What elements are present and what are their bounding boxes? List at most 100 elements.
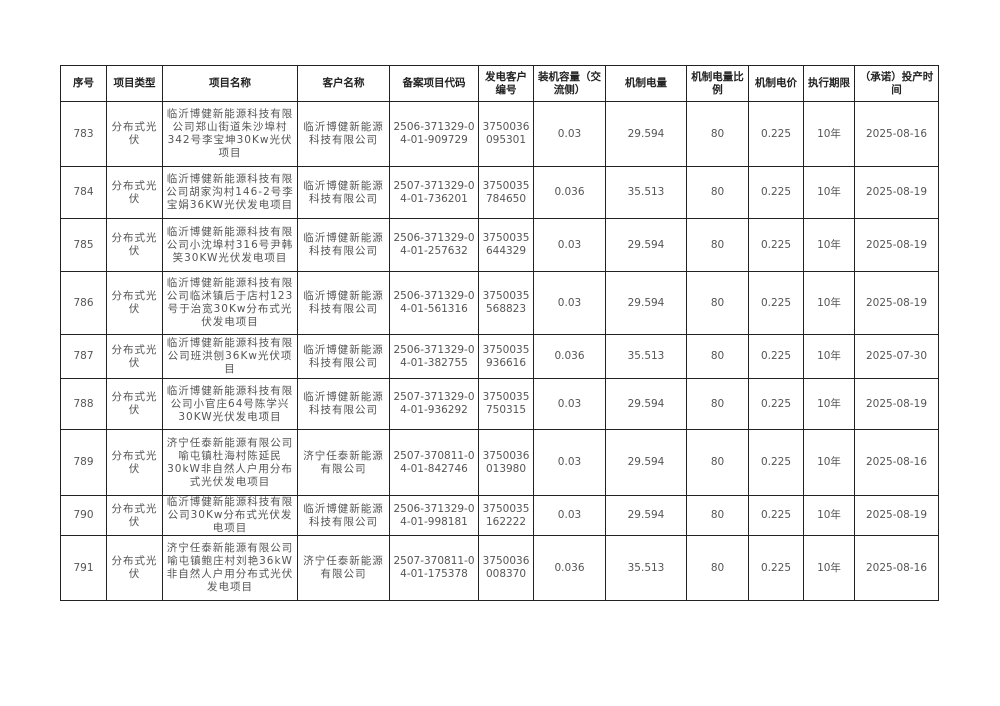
cell-type: 分布式光伏	[106, 271, 163, 335]
table-row: 787 分布式光伏 临沂博健新能源科技有限公司班洪刨36Kw光伏项目 临沂博健新能源科…	[60, 334, 939, 379]
cell-project-name: 临沂博健新能源科技有限公司临沭镇后于店村123号于治宽30Kw分布式光伏发电项目	[162, 271, 298, 335]
cell-capacity: 0.036	[533, 166, 606, 219]
cell-mech-energy: 35.513	[605, 535, 687, 601]
cell-filing-code: 2506-371329-04-01-998181	[389, 495, 479, 536]
cell-operation-date: 2025-07-30	[854, 334, 939, 379]
cell-mech-ratio: 80	[686, 495, 749, 536]
cell-customer-id: 3750036008370	[478, 535, 534, 601]
cell-customer-name: 临沂博健新能源科技有限公司	[297, 101, 390, 167]
cell-capacity: 0.036	[533, 535, 606, 601]
cell-term: 10年	[803, 101, 855, 167]
cell-seq: 783	[60, 101, 107, 167]
header-operation-date: （承诺）投产时间	[854, 65, 939, 102]
cell-type: 分布式光伏	[106, 429, 163, 496]
cell-filing-code: 2507-370811-04-01-175378	[389, 535, 479, 601]
cell-term: 10年	[803, 495, 855, 536]
cell-seq: 784	[60, 166, 107, 219]
cell-operation-date: 2025-08-19	[854, 495, 939, 536]
header-filing-code: 备案项目代码	[389, 65, 479, 102]
cell-capacity: 0.03	[533, 101, 606, 167]
cell-mech-energy: 29.594	[605, 429, 687, 496]
cell-mech-price: 0.225	[748, 271, 804, 335]
header-project-name: 项目名称	[162, 65, 298, 102]
cell-term: 10年	[803, 378, 855, 430]
cell-capacity: 0.03	[533, 495, 606, 536]
cell-mech-energy: 35.513	[605, 334, 687, 379]
cell-mech-price: 0.225	[748, 218, 804, 272]
cell-seq: 790	[60, 495, 107, 536]
cell-project-name: 济宁任泰新能源有限公司喻屯镇鲍庄村刘艳36kW非自然人户用分布式光伏发电项目	[162, 535, 298, 601]
cell-customer-name: 临沂博健新能源科技有限公司	[297, 378, 390, 430]
cell-mech-price: 0.225	[748, 334, 804, 379]
header-mech-ratio: 机制电量比例	[686, 65, 749, 102]
table-row: 785 分布式光伏 临沂博健新能源科技有限公司小沈埠村316号尹韩笑30KW光伏发电…	[60, 218, 939, 272]
cell-operation-date: 2025-08-16	[854, 429, 939, 496]
cell-mech-ratio: 80	[686, 535, 749, 601]
cell-project-name: 济宁任泰新能源有限公司喻屯镇杜海村陈延民30kW非自然人户用分布式光伏发电项目	[162, 429, 298, 496]
cell-mech-ratio: 80	[686, 334, 749, 379]
cell-customer-id: 3750035750315	[478, 378, 534, 430]
cell-project-name: 临沂博健新能源科技有限公司小沈埠村316号尹韩笑30KW光伏发电项目	[162, 218, 298, 272]
cell-mech-price: 0.225	[748, 166, 804, 219]
cell-mech-ratio: 80	[686, 271, 749, 335]
cell-customer-name: 临沂博健新能源科技有限公司	[297, 166, 390, 219]
cell-type: 分布式光伏	[106, 495, 163, 536]
header-mech-energy: 机制电量	[605, 65, 687, 102]
table-row: 791 分布式光伏 济宁任泰新能源有限公司喻屯镇鲍庄村刘艳36kW非自然人户用分布式…	[60, 535, 939, 601]
cell-mech-price: 0.225	[748, 535, 804, 601]
cell-mech-ratio: 80	[686, 101, 749, 167]
cell-term: 10年	[803, 334, 855, 379]
cell-project-name: 临沂博健新能源科技有限公司郑山街道朱沙埠村342号李宝坤30Kw光伏项目	[162, 101, 298, 167]
cell-type: 分布式光伏	[106, 334, 163, 379]
cell-mech-ratio: 80	[686, 166, 749, 219]
cell-operation-date: 2025-08-16	[854, 535, 939, 601]
cell-customer-id: 3750035784650	[478, 166, 534, 219]
cell-operation-date: 2025-08-19	[854, 271, 939, 335]
cell-filing-code: 2506-371329-04-01-257632	[389, 218, 479, 272]
header-capacity: 装机容量（交流侧）	[533, 65, 606, 102]
cell-mech-energy: 29.594	[605, 218, 687, 272]
cell-type: 分布式光伏	[106, 166, 163, 219]
cell-seq: 791	[60, 535, 107, 601]
cell-customer-id: 3750035936616	[478, 334, 534, 379]
cell-type: 分布式光伏	[106, 378, 163, 430]
cell-seq: 787	[60, 334, 107, 379]
cell-project-name: 临沂博健新能源科技有限公司班洪刨36Kw光伏项目	[162, 334, 298, 379]
cell-mech-energy: 29.594	[605, 101, 687, 167]
header-seq: 序号	[60, 65, 107, 102]
cell-mech-energy: 29.594	[605, 495, 687, 536]
cell-customer-id: 3750036095301	[478, 101, 534, 167]
cell-mech-ratio: 80	[686, 429, 749, 496]
table-row: 789 分布式光伏 济宁任泰新能源有限公司喻屯镇杜海村陈延民30kW非自然人户用分布…	[60, 429, 939, 496]
cell-customer-name: 临沂博健新能源科技有限公司	[297, 218, 390, 272]
cell-type: 分布式光伏	[106, 101, 163, 167]
cell-operation-date: 2025-08-19	[854, 166, 939, 219]
cell-mech-energy: 29.594	[605, 378, 687, 430]
cell-filing-code: 2507-370811-04-01-842746	[389, 429, 479, 496]
cell-term: 10年	[803, 218, 855, 272]
cell-seq: 786	[60, 271, 107, 335]
cell-mech-ratio: 80	[686, 218, 749, 272]
cell-customer-name: 临沂博健新能源科技有限公司	[297, 271, 390, 335]
cell-type: 分布式光伏	[106, 535, 163, 601]
cell-filing-code: 2506-371329-04-01-561316	[389, 271, 479, 335]
table-row: 790 分布式光伏 临沂博健新能源科技有限公司30Kw分布式光伏发电项目 临沂博健新能…	[60, 495, 939, 536]
cell-capacity: 0.03	[533, 378, 606, 430]
cell-capacity: 0.03	[533, 218, 606, 272]
cell-customer-id: 3750035162222	[478, 495, 534, 536]
header-customer-name: 客户名称	[297, 65, 390, 102]
cell-filing-code: 2507-371329-04-01-736201	[389, 166, 479, 219]
cell-term: 10年	[803, 271, 855, 335]
cell-mech-price: 0.225	[748, 429, 804, 496]
project-table: 序号 项目类型 项目名称 客户名称 备案项目代码 发电客户编号 装机容量（交流侧） 机制电量机…	[60, 65, 939, 601]
cell-mech-ratio: 80	[686, 378, 749, 430]
cell-seq: 785	[60, 218, 107, 272]
cell-filing-code: 2506-371329-04-01-382755	[389, 334, 479, 379]
cell-customer-id: 3750036013980	[478, 429, 534, 496]
cell-seq: 788	[60, 378, 107, 430]
cell-filing-code: 2506-371329-04-01-909729	[389, 101, 479, 167]
cell-operation-date: 2025-08-19	[854, 378, 939, 430]
cell-seq: 789	[60, 429, 107, 496]
table-row: 788 分布式光伏 临沂博健新能源科技有限公司小官庄64号陈学兴30KW光伏发电项目…	[60, 378, 939, 430]
cell-operation-date: 2025-08-19	[854, 218, 939, 272]
